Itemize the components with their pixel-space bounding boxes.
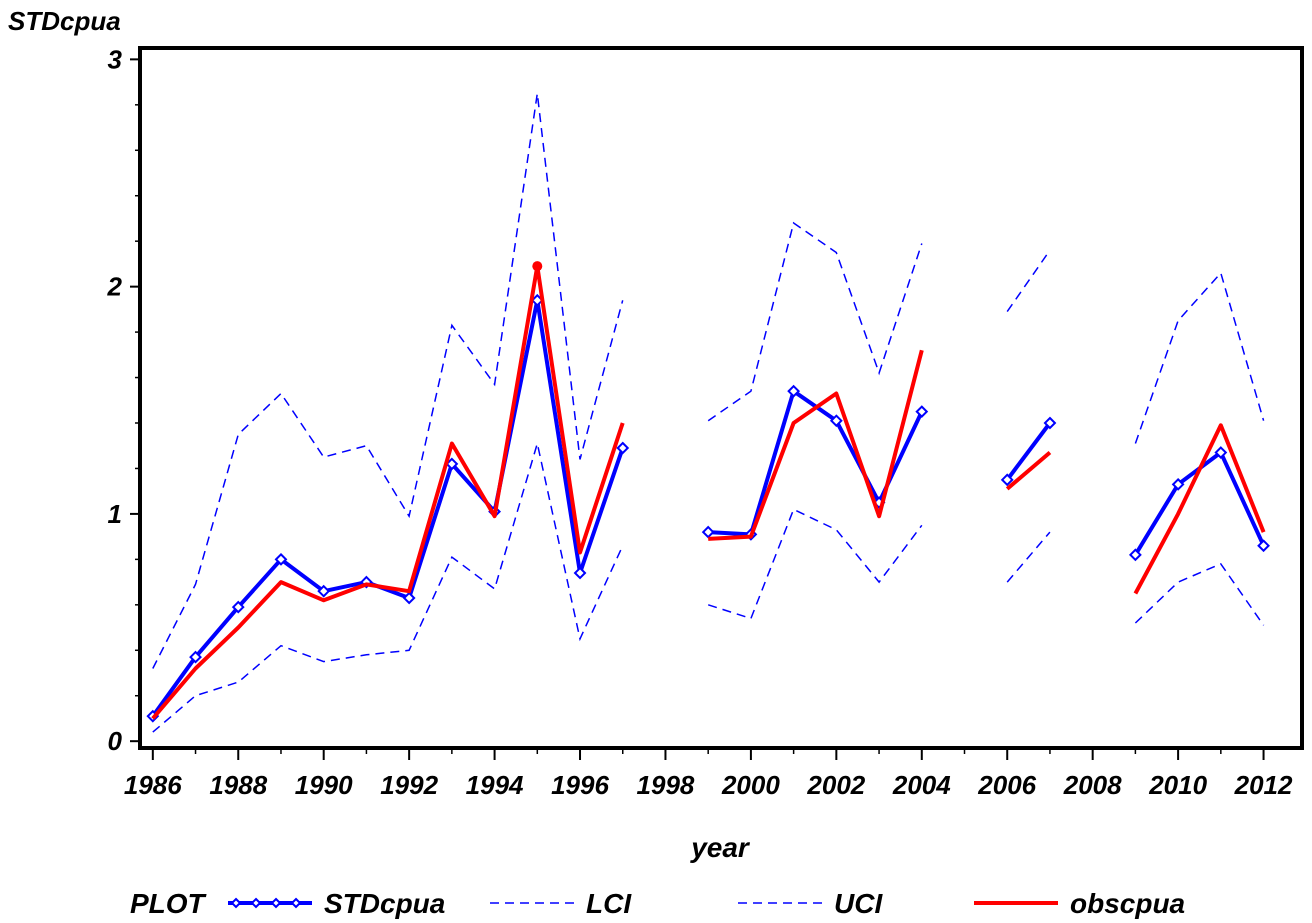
series-obscpua-line — [1005, 450, 1052, 491]
y-axis-label: STDcpua — [8, 6, 121, 36]
series-lci-line — [707, 508, 923, 620]
x-tick-label: 1996 — [551, 770, 609, 800]
legend-label-obscpua: obscpua — [1070, 888, 1185, 919]
series-stdcpua-point — [1000, 473, 1014, 487]
x-tick-label: 1998 — [637, 770, 695, 800]
series-stdcpua-point — [829, 414, 843, 428]
series-obscpua-point — [532, 261, 543, 272]
x-tick-label: 2008 — [1063, 770, 1122, 800]
legend-label-stdcpua: STDcpua — [324, 888, 445, 919]
legend-label-uci: UCI — [834, 888, 883, 919]
series-stdcpua-point — [701, 525, 715, 539]
x-tick-label: 1990 — [295, 770, 353, 800]
x-tick-label: 2004 — [892, 770, 951, 800]
y-tick-label: 1 — [108, 499, 122, 529]
plot-frame — [138, 46, 1304, 750]
y-tick-label: 2 — [107, 272, 123, 302]
series-uci-line — [707, 221, 923, 422]
legend: PLOT STDcpua LCI UCI obscpua — [130, 888, 1185, 919]
legend-marker-stdcpua — [290, 897, 302, 909]
series-stdcpua-point — [317, 584, 331, 598]
series-obscpua-line — [1133, 423, 1266, 595]
series-stdcpua-point — [915, 405, 929, 419]
legend-title: PLOT — [130, 888, 208, 919]
series-stdcpua-point — [1043, 416, 1057, 430]
series-obscpua-line — [708, 349, 924, 541]
x-tick-label: 1994 — [466, 770, 524, 800]
legend-marker-stdcpua — [250, 897, 262, 909]
x-tick-label: 1988 — [209, 770, 267, 800]
series-obscpua-line — [151, 264, 625, 720]
series-stdcpua-point — [402, 591, 416, 605]
series-stdcpua-point — [189, 650, 202, 664]
series-stdcpua-line — [708, 389, 924, 537]
legend-marker-stdcpua — [230, 897, 242, 909]
series-lci-line — [152, 443, 624, 733]
plot-area: 0 1 2 3 1986 1988 1990 1992 1994 1996 1998 2000 2002… — [107, 44, 1304, 800]
series-stdcpua-point — [1171, 477, 1185, 491]
series-uci-line — [1006, 249, 1051, 313]
legend-marker-stdcpua — [270, 897, 282, 909]
series-stdcpua-point — [616, 441, 630, 455]
x-tick-label: 2002 — [806, 770, 865, 800]
y-tick-label: 3 — [108, 44, 123, 74]
series-lci-line — [1006, 531, 1051, 583]
series-stdcpua-point — [231, 600, 245, 614]
series-lci-line — [1134, 562, 1265, 626]
x-tick-label: 1992 — [380, 770, 438, 800]
x-axis-label: year — [689, 832, 751, 863]
series-stdcpua-point — [1214, 446, 1228, 459]
series-stdcpua-point — [787, 384, 801, 398]
series-uci-line — [1134, 271, 1265, 444]
x-tick-label: 2006 — [977, 770, 1036, 800]
series-uci-line — [152, 93, 624, 669]
x-tick-label: 1986 — [124, 770, 182, 800]
x-tick-label: 2012 — [1234, 770, 1293, 800]
x-tick-label: 2000 — [721, 770, 780, 800]
series-stdcpua-line — [1005, 421, 1052, 482]
series-stdcpua-point — [274, 552, 288, 566]
y-tick-label: 0 — [108, 726, 123, 756]
series-stdcpua-point — [1128, 548, 1142, 562]
x-tick-label: 2010 — [1148, 770, 1207, 800]
series-stdcpua-line — [151, 298, 625, 718]
series-stdcpua-point — [573, 566, 587, 580]
series-stdcpua-point — [1257, 539, 1270, 553]
legend-label-lci: LCI — [586, 888, 632, 919]
